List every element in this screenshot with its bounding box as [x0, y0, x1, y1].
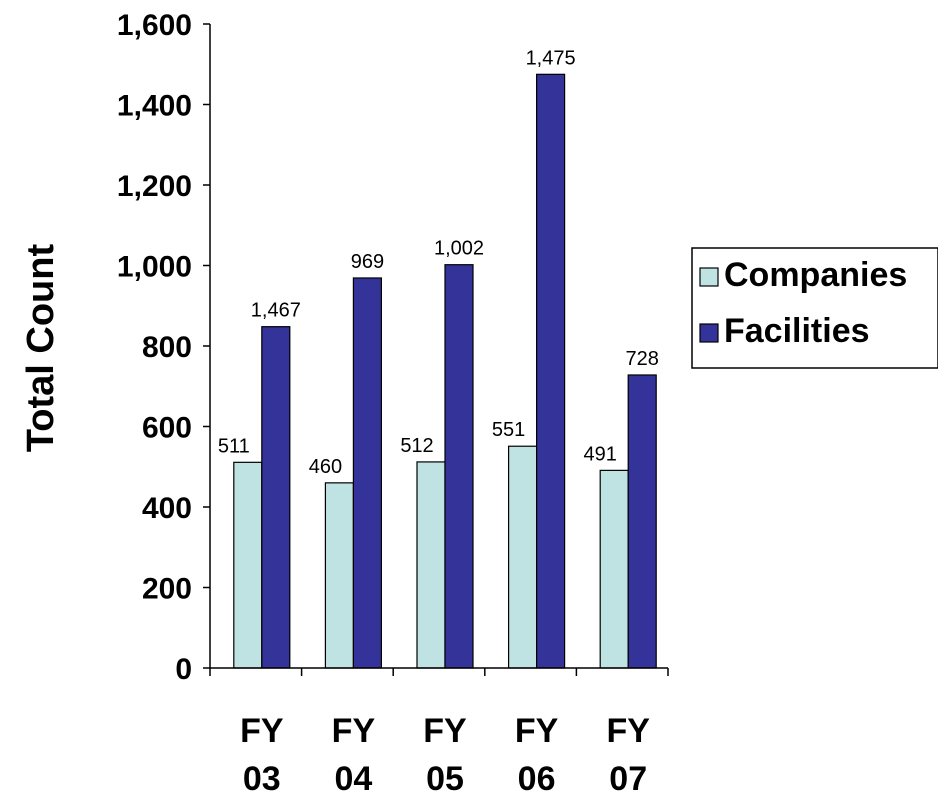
- legend-box: [691, 247, 938, 369]
- data-label-companies: 512: [400, 435, 433, 457]
- bar-facilities: [444, 264, 474, 669]
- x-tick-label: FY: [423, 712, 467, 750]
- x-tick-label: FY: [332, 712, 376, 750]
- y-tick-label: 200: [142, 573, 192, 606]
- x-tick-label: 04: [334, 760, 372, 798]
- x-axis: FY 03 FY 04 FY 05 FY 06 FY 07: [209, 667, 669, 798]
- data-label-companies: 511: [218, 435, 250, 457]
- bar-facilities: [352, 277, 382, 669]
- x-tick-label: 07: [609, 760, 647, 798]
- bar-companies: [324, 482, 354, 669]
- bar-companies: [508, 445, 538, 669]
- bar-facilities: [261, 326, 291, 669]
- y-tick-label: 1,400: [117, 90, 192, 123]
- y-tick-label: 0: [175, 653, 192, 686]
- y-tick-label: 600: [142, 412, 192, 445]
- legend: Companies Facilities: [691, 247, 938, 369]
- x-tick-label: FY: [515, 712, 559, 750]
- legend-swatch-companies: [699, 267, 719, 287]
- data-label-facilities: 728: [626, 348, 659, 370]
- bars: 511 1,467 460 969 512 1,002 551 1,475 491 728: [218, 47, 659, 669]
- data-label-facilities: 1,002: [434, 238, 484, 260]
- data-label-companies: 551: [492, 419, 525, 441]
- x-tick-label: 06: [518, 760, 556, 798]
- data-label-companies: 491: [584, 443, 617, 465]
- y-tick-label: 800: [142, 331, 192, 364]
- data-label-facilities: 969: [351, 251, 384, 273]
- y-tick-label: 400: [142, 492, 192, 525]
- y-tick-label: 1,200: [117, 170, 192, 203]
- data-label-companies: 460: [309, 456, 342, 478]
- bar-companies: [599, 469, 629, 669]
- y-axis: 0 200 400 600 800 1,000 1,200 1,400 1,600: [117, 9, 211, 686]
- x-tick-label: FY: [240, 712, 284, 750]
- legend-swatch-facilities: [699, 323, 719, 343]
- legend-label-facilities: Facilities: [724, 312, 870, 350]
- data-label-facilities: 1,467: [251, 300, 301, 322]
- bar-facilities: [535, 73, 566, 669]
- x-tick-label: 03: [243, 760, 281, 798]
- bar-facilities: [627, 374, 657, 669]
- bar-companies: [233, 461, 263, 669]
- x-tick-label: FY: [606, 712, 650, 750]
- legend-label-companies: Companies: [724, 256, 907, 294]
- y-tick-label: 1,000: [117, 251, 192, 284]
- x-tick-label: 05: [426, 760, 464, 798]
- y-axis-title: Total Count: [20, 244, 62, 453]
- data-label-facilities: 1,475: [526, 47, 576, 69]
- bar-companies: [416, 461, 446, 669]
- y-tick-label: 1,600: [117, 9, 192, 42]
